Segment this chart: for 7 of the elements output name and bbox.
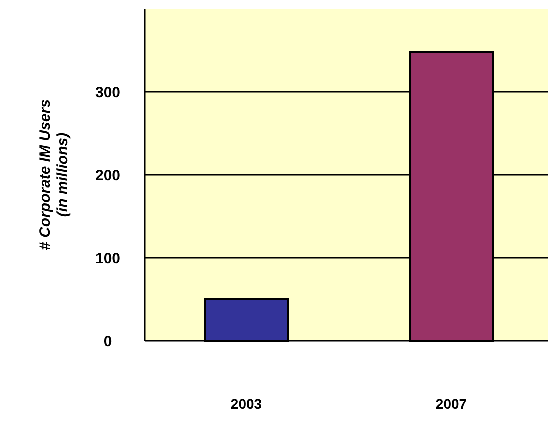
x-tick-label: 2003	[230, 396, 262, 412]
y-axis-title: # Corporate IM Users (in millions)	[37, 100, 72, 250]
y-tick-label: 200	[95, 167, 121, 184]
y-tick-label: 300	[95, 84, 121, 102]
y-tick-label: 0	[104, 333, 112, 350]
y-tick-label: 100	[95, 250, 121, 268]
x-tick-label: 2007	[436, 396, 468, 412]
